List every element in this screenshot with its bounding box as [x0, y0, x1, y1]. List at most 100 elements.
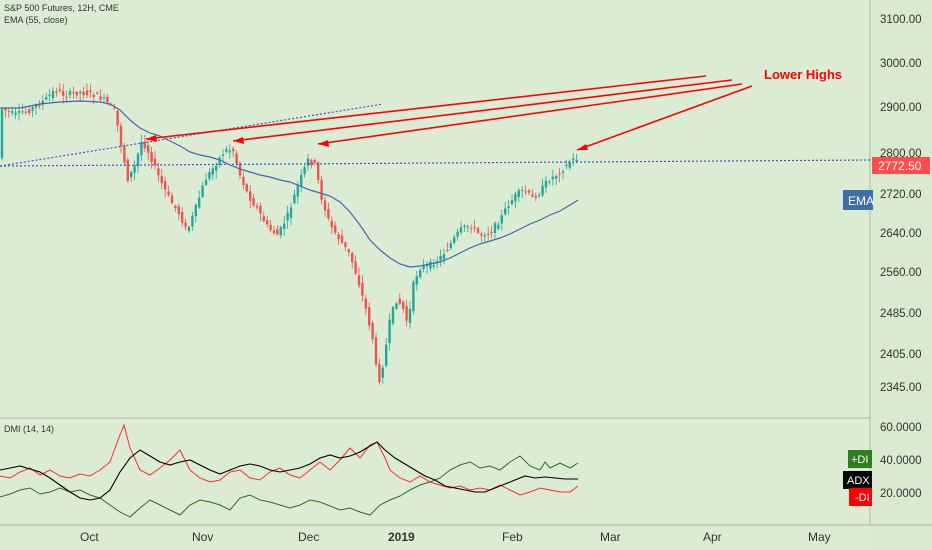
candle-body	[34, 105, 38, 108]
candle-body	[55, 91, 58, 93]
arrow-heads	[146, 135, 588, 150]
x-tick: Dec	[298, 530, 319, 544]
candle-body	[174, 205, 177, 209]
ema-line	[0, 100, 579, 268]
candle-body	[517, 190, 520, 197]
candle-body	[96, 92, 99, 94]
candle-body	[361, 282, 364, 296]
ema-tag-bg	[843, 190, 873, 210]
candle-body	[123, 145, 126, 163]
time-axis[interactable]: Oct Nov Dec 2019 Feb Mar Apr May	[80, 530, 831, 544]
plus-di-tag: +DI	[851, 454, 868, 466]
candle-body	[476, 228, 480, 233]
candle-body	[228, 150, 231, 153]
candle-body	[113, 107, 116, 109]
candle-body	[402, 301, 405, 309]
x-tick: Oct	[80, 530, 99, 544]
dmi-axis[interactable]: 60.0000 40.0000 20.0000	[880, 422, 922, 500]
candle-body	[470, 228, 473, 230]
candle-body	[58, 89, 61, 91]
dmi-tick: 40.0000	[880, 455, 922, 467]
candle-body	[422, 265, 425, 269]
candle-body	[340, 235, 344, 243]
candle-body	[68, 91, 72, 96]
candle-body	[262, 216, 265, 222]
candle-body	[296, 184, 299, 197]
lower-highs-label: Lower Highs	[764, 67, 842, 82]
plus-di-tag-bg	[848, 450, 872, 468]
candle-body	[150, 151, 153, 162]
candle-body	[330, 220, 333, 228]
y-tick: 3000.00	[880, 58, 922, 70]
candle-body	[561, 171, 565, 173]
symbol-title: S&P 500 Futures, 12H, CME	[4, 3, 119, 13]
candle-body	[119, 125, 123, 147]
candle-body	[232, 148, 235, 152]
candle-body	[0, 109, 4, 158]
candle-body	[456, 231, 459, 237]
candle-body	[204, 179, 208, 185]
candle-body	[521, 189, 524, 191]
candle-body	[293, 194, 296, 204]
candle-body	[442, 254, 446, 260]
candle-body	[130, 171, 133, 178]
candle-body	[72, 92, 75, 94]
x-tick: 2019	[388, 530, 415, 544]
price-axis[interactable]: 3100.00 3000.00 2900.00 2800.00 2720.00 …	[880, 14, 922, 394]
candle-body	[337, 234, 340, 240]
candle-body	[531, 194, 534, 197]
candle-body	[218, 157, 221, 166]
last-price-tag: 2772.50	[878, 159, 922, 173]
candle-body	[48, 94, 51, 97]
candle-body	[249, 191, 252, 201]
y-tick: 2560.00	[880, 267, 922, 279]
candle-body	[415, 275, 418, 285]
candle-body	[323, 200, 327, 211]
candle-body	[266, 220, 269, 225]
candle-body	[11, 111, 14, 114]
candle-body	[497, 224, 500, 229]
dmi-plus-line	[0, 455, 579, 518]
candle-body	[164, 180, 167, 190]
candle-body	[310, 160, 313, 166]
candle-body	[24, 111, 27, 113]
candle-body	[187, 226, 191, 231]
candle-body	[466, 226, 469, 228]
candle-body	[439, 255, 442, 261]
last-price-tag-bg	[872, 157, 930, 174]
y-tick: 2485.00	[880, 308, 922, 320]
candle-body	[201, 185, 204, 197]
candle-body	[572, 158, 575, 161]
candle-body	[385, 344, 388, 366]
candle-body	[300, 174, 303, 187]
candle-body	[160, 176, 163, 184]
candle-body	[354, 261, 357, 274]
x-tick: Apr	[703, 530, 722, 544]
candle-body	[334, 225, 337, 233]
candlestick-series	[0, 83, 578, 385]
minus-di-tag: -DI	[855, 492, 870, 504]
candle-body	[446, 250, 449, 252]
candle-body	[191, 215, 194, 227]
candle-body	[170, 195, 174, 204]
candle-body	[177, 206, 180, 215]
candle-body	[551, 176, 554, 180]
candle-body	[62, 91, 65, 96]
candle-body	[208, 172, 211, 179]
candle-body	[473, 226, 476, 228]
candle-body	[38, 104, 41, 107]
candle-body	[490, 231, 493, 233]
candle-body	[140, 142, 143, 156]
candle-body	[51, 90, 55, 99]
candle-body	[575, 159, 578, 162]
candle-body	[534, 196, 537, 198]
candle-body	[272, 230, 276, 234]
candle-body	[412, 281, 415, 312]
candle-body	[89, 90, 92, 93]
candle-body	[184, 222, 187, 227]
candle-body	[487, 234, 490, 236]
candle-body	[245, 184, 248, 192]
candle-body	[198, 197, 201, 208]
candle-body	[548, 181, 551, 183]
x-tick: Nov	[192, 530, 213, 544]
